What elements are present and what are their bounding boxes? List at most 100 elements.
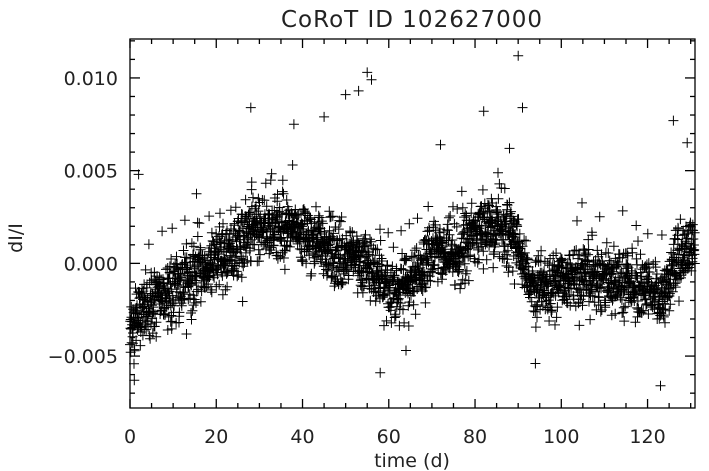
data-point — [521, 235, 531, 246]
data-point — [562, 298, 573, 309]
data-point — [502, 200, 513, 211]
data-point — [336, 279, 347, 290]
data-point — [456, 186, 467, 197]
data-point — [129, 358, 139, 369]
data-point — [423, 201, 434, 212]
data-point — [596, 249, 607, 260]
data-point — [463, 275, 474, 286]
data-point — [470, 256, 480, 267]
data-point — [284, 241, 295, 252]
data-point — [375, 235, 386, 246]
data-point — [306, 268, 317, 279]
data-point — [149, 321, 160, 332]
data-point — [222, 281, 233, 292]
data-point — [269, 231, 280, 242]
data-point — [398, 264, 409, 275]
data-point — [253, 206, 264, 217]
data-point — [162, 325, 173, 335]
data-point — [403, 321, 414, 331]
data-point — [514, 228, 525, 239]
data-point — [538, 290, 549, 300]
data-point — [478, 106, 489, 117]
chart-title: CoRoT ID 102627000 — [281, 7, 543, 33]
data-point — [404, 218, 415, 229]
data-point — [641, 274, 652, 285]
data-point — [676, 272, 686, 283]
data-point — [194, 218, 205, 229]
data-point — [376, 253, 387, 264]
data-point — [425, 276, 436, 287]
data-point — [488, 262, 499, 273]
data-point — [181, 238, 192, 249]
data-point — [635, 249, 646, 260]
data-point — [648, 259, 659, 270]
data-point — [395, 298, 406, 309]
data-point — [345, 227, 356, 238]
data-point — [316, 216, 327, 227]
data-point — [504, 197, 515, 208]
data-point — [176, 300, 187, 311]
data-point — [557, 257, 568, 268]
data-point — [161, 302, 172, 313]
data-point — [401, 253, 412, 264]
data-point — [453, 267, 464, 278]
data-point — [616, 294, 627, 305]
data-point — [618, 307, 629, 318]
data-point — [445, 211, 456, 221]
data-point — [299, 234, 310, 245]
data-point — [536, 245, 547, 256]
data-point — [517, 241, 528, 252]
data-point — [643, 309, 654, 319]
data-point — [411, 243, 422, 254]
data-point — [365, 234, 375, 245]
data-point — [622, 261, 633, 272]
data-point — [151, 331, 162, 342]
data-point — [129, 375, 140, 386]
data-point — [675, 214, 686, 225]
data-point — [146, 300, 157, 311]
data-point — [317, 218, 328, 229]
data-point — [478, 263, 489, 274]
data-point — [253, 244, 264, 255]
data-point — [187, 305, 198, 316]
data-point — [505, 206, 516, 217]
data-point — [407, 251, 417, 262]
data-point — [266, 168, 277, 179]
data-point — [587, 230, 598, 241]
data-point — [427, 265, 438, 275]
data-point — [572, 215, 582, 226]
data-point — [157, 226, 168, 237]
data-point — [503, 267, 514, 278]
data-point — [287, 160, 298, 170]
y-tick-label: 0.010 — [64, 68, 118, 90]
data-point — [583, 234, 594, 245]
data-point — [660, 317, 670, 328]
data-point — [166, 284, 177, 295]
data-point — [592, 245, 603, 256]
data-point — [232, 271, 243, 282]
data-point — [584, 296, 594, 307]
data-point — [656, 230, 667, 240]
data-point — [525, 292, 535, 303]
data-point — [151, 317, 162, 328]
data-point — [530, 358, 541, 369]
data-point — [396, 225, 407, 236]
data-point — [191, 188, 202, 199]
data-point — [138, 294, 149, 305]
data-point — [254, 256, 264, 267]
data-point — [266, 242, 277, 253]
data-point — [574, 320, 585, 331]
data-point — [443, 212, 454, 223]
data-point — [245, 208, 256, 218]
data-point — [397, 248, 408, 259]
data-point — [601, 237, 612, 248]
data-point — [249, 239, 260, 250]
data-point — [319, 111, 330, 122]
data-point — [608, 241, 619, 252]
data-point — [574, 249, 585, 260]
data-point — [477, 184, 488, 195]
data-point — [233, 225, 244, 236]
data-point — [192, 231, 203, 242]
data-point — [357, 287, 368, 298]
data-point — [569, 245, 580, 256]
